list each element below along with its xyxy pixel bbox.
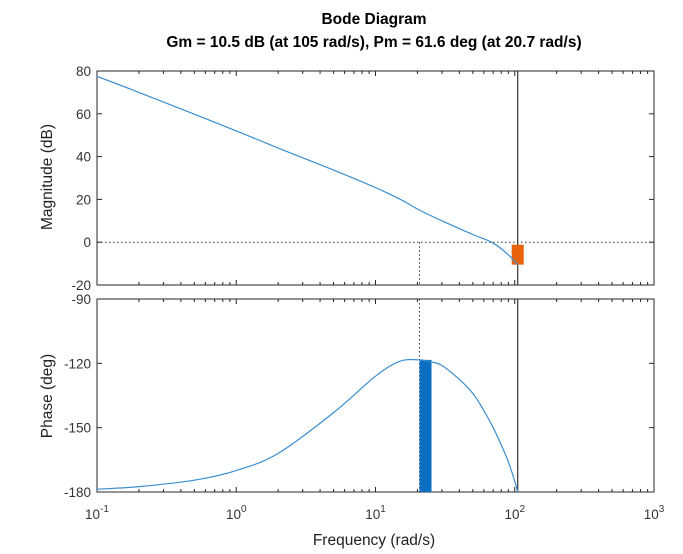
- chart-subtitle: Gm = 10.5 dB (at 105 rad/s), Pm = 61.6 d…: [166, 34, 581, 51]
- chart-title: Bode Diagram: [321, 11, 426, 28]
- xtick-label-2: 101: [365, 504, 386, 522]
- magnitude-ytick-label-0: -20: [71, 278, 91, 293]
- xtick-label-0: 10-1: [85, 504, 109, 522]
- phase-axes-box: [96, 298, 655, 493]
- phase-axes: -180 -150 -120 -90: [64, 292, 655, 500]
- magnitude-axes-box: [96, 70, 655, 286]
- phase-axis-label: Phase (deg): [39, 354, 56, 438]
- magnitude-axis-label: Magnitude (dB): [39, 124, 56, 230]
- phase-ytick-label-3: -90: [71, 292, 91, 307]
- magnitude-ytick-label-1: 0: [83, 235, 91, 250]
- magnitude-curve: [96, 75, 519, 266]
- gain-margin-bar: [511, 244, 524, 265]
- x-axis-label: Frequency (rad/s): [313, 532, 435, 549]
- xtick-label-3: 102: [504, 504, 525, 522]
- magnitude-ytick-label-3: 40: [76, 150, 91, 165]
- magnitude-ytick-label-2: 20: [76, 192, 91, 207]
- magnitude-ytick-label-5: 80: [76, 64, 91, 79]
- phase-ytick-label-2: -120: [64, 356, 91, 371]
- phase-ytick-label-1: -150: [64, 421, 91, 436]
- phase-ytick-label-0: -180: [64, 485, 91, 500]
- xtick-label-1: 100: [226, 504, 247, 522]
- phase-curve: [96, 358, 519, 493]
- xtick-label-4: 103: [644, 504, 665, 522]
- magnitude-axes: -20 0 20 40 60 80: [71, 64, 655, 293]
- magnitude-ytick-label-4: 60: [76, 107, 91, 122]
- phase-margin-bar: [419, 359, 432, 492]
